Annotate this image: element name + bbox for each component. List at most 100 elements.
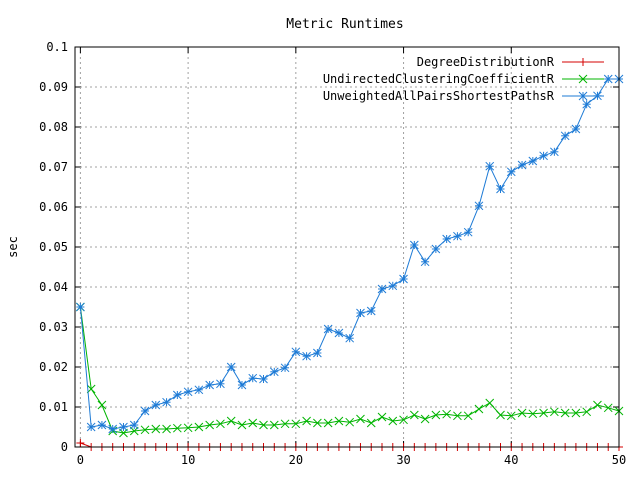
data-point xyxy=(291,419,301,429)
data-point xyxy=(496,410,505,420)
data-point xyxy=(571,124,581,134)
series-lines xyxy=(76,74,624,451)
data-point xyxy=(194,385,204,395)
legend: DegreeDistributionR UndirectedClusteringC… xyxy=(323,55,604,103)
data-point xyxy=(205,420,215,430)
data-point xyxy=(140,406,150,416)
data-point xyxy=(442,409,451,419)
data-point xyxy=(453,411,462,421)
data-point xyxy=(366,306,376,316)
data-point xyxy=(280,419,290,429)
data-point xyxy=(259,374,268,384)
data-point xyxy=(593,400,602,410)
data-point xyxy=(119,422,128,432)
data-point xyxy=(248,373,258,383)
y-tick-label: 0.02 xyxy=(39,360,68,374)
data-point xyxy=(129,420,139,430)
data-point xyxy=(409,240,419,250)
data-point xyxy=(485,161,495,171)
data-point xyxy=(172,423,182,433)
plot-frame xyxy=(74,46,620,448)
data-point xyxy=(539,408,548,418)
legend-marker xyxy=(578,74,588,84)
data-point xyxy=(334,328,344,338)
data-point xyxy=(183,423,193,433)
data-point xyxy=(216,379,225,389)
data-point xyxy=(194,422,204,432)
chart-title: Metric Runtimes xyxy=(286,17,403,32)
series-degree-distribution-r xyxy=(76,439,623,451)
data-point xyxy=(345,333,355,343)
data-point xyxy=(496,184,505,194)
data-point xyxy=(76,302,85,312)
data-point xyxy=(183,387,193,397)
data-point xyxy=(280,363,290,373)
legend-label: UnweightedAllPairsShortestPathsR xyxy=(323,89,555,103)
data-point xyxy=(302,416,311,426)
data-point xyxy=(151,424,161,434)
x-tick-label: 40 xyxy=(504,453,518,467)
data-point xyxy=(151,400,161,410)
legend-label: UndirectedClusteringCoefficientR xyxy=(323,72,555,86)
legend-marker xyxy=(578,91,588,101)
x-tick-label: 10 xyxy=(181,453,195,467)
data-point xyxy=(431,244,441,254)
x-tick-label: 50 xyxy=(612,453,626,467)
data-point xyxy=(582,407,592,417)
data-point xyxy=(216,419,225,429)
series-line xyxy=(79,306,620,434)
data-point xyxy=(431,410,441,420)
data-point xyxy=(291,347,301,357)
data-point xyxy=(603,74,613,84)
y-tick-label: 0.08 xyxy=(39,120,68,134)
data-point xyxy=(108,424,118,434)
data-point xyxy=(506,411,516,421)
data-point xyxy=(323,324,333,334)
data-point xyxy=(517,160,527,170)
x-tick-label: 20 xyxy=(289,453,303,467)
y-tick-label: 0.03 xyxy=(39,320,68,334)
data-point xyxy=(474,404,484,414)
data-point xyxy=(237,420,247,430)
x-tick-label: 0 xyxy=(77,453,84,467)
data-point xyxy=(162,424,171,434)
data-point xyxy=(453,231,462,241)
data-point xyxy=(420,257,430,267)
data-point xyxy=(399,274,408,284)
legend-marker xyxy=(579,58,587,66)
y-tick-label: 0.04 xyxy=(39,280,68,294)
y-tick-label: 0.05 xyxy=(39,240,68,254)
data-point xyxy=(528,409,538,419)
data-point xyxy=(377,284,387,294)
data-point xyxy=(334,416,344,426)
data-point xyxy=(356,308,365,318)
legend-label: DegreeDistributionR xyxy=(417,55,555,69)
data-point xyxy=(237,380,247,390)
series-line xyxy=(79,78,619,430)
data-point xyxy=(506,167,516,177)
y-axis-label: sec xyxy=(6,236,20,258)
data-point xyxy=(313,418,322,428)
data-point xyxy=(550,407,559,417)
data-point xyxy=(313,348,322,358)
grid xyxy=(75,46,620,448)
data-point xyxy=(560,131,570,141)
y-tick-label: 0 xyxy=(61,440,68,454)
data-point xyxy=(323,418,333,428)
data-point xyxy=(442,234,451,244)
data-point xyxy=(399,415,408,425)
data-point xyxy=(485,398,495,408)
y-tick-label: 0.07 xyxy=(39,160,68,174)
series-undirected-clustering-coefficient-r xyxy=(76,302,624,438)
data-point xyxy=(226,416,236,426)
data-point xyxy=(345,417,355,427)
x-tick-label: 30 xyxy=(396,453,410,467)
data-point xyxy=(420,414,430,424)
data-point xyxy=(388,416,398,426)
y-tick-label: 0.1 xyxy=(46,40,68,54)
data-point xyxy=(560,408,570,418)
data-point xyxy=(366,418,376,428)
data-point xyxy=(162,397,171,407)
x-tick-labels: 0 10 20 30 40 50 xyxy=(77,453,626,467)
